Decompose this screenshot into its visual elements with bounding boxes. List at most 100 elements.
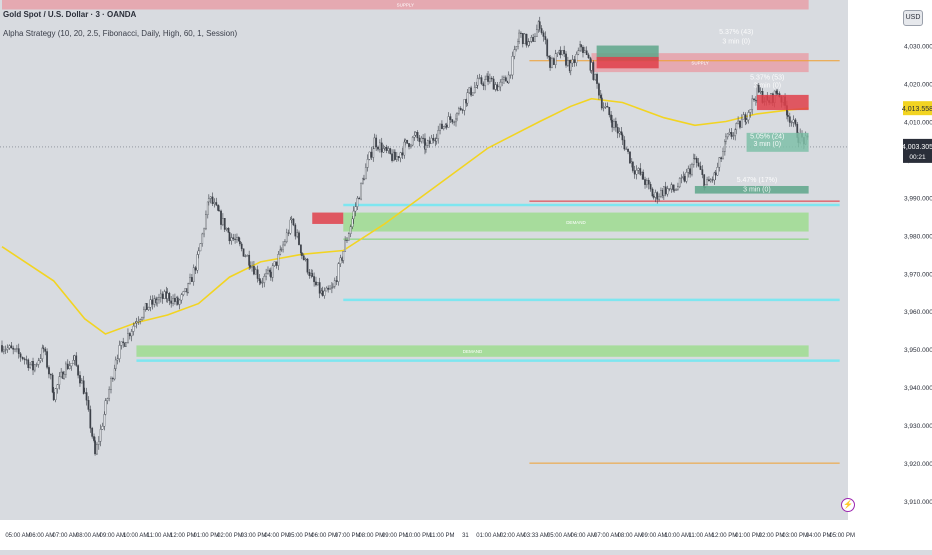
candle-body: [687, 168, 690, 173]
candle-body: [463, 99, 466, 111]
x-tick-label: 08:00 PM: [358, 533, 384, 539]
candle-body: [466, 92, 469, 104]
candle-body: [168, 292, 171, 302]
candle-body: [352, 210, 355, 220]
candle-body: [89, 409, 92, 429]
candle-body: [237, 237, 240, 242]
candle-body: [582, 46, 584, 53]
candle-body: [56, 384, 59, 389]
trade-label: 3 min (0): [743, 187, 771, 194]
candle-body: [453, 121, 456, 123]
trade-box: [596, 56, 659, 69]
plot-background[interactable]: [0, 0, 848, 520]
candle-body: [414, 132, 417, 136]
candle-body: [184, 288, 187, 292]
candle-body: [447, 116, 450, 128]
candle-body: [580, 44, 582, 48]
candle-body: [787, 114, 789, 117]
zone-label: SUPPLY: [397, 3, 414, 8]
x-tick-label: 06:00 AM: [571, 533, 596, 539]
candle-body: [711, 179, 714, 181]
candle-body: [551, 58, 553, 68]
candle-body: [116, 358, 119, 361]
candle-body: [108, 389, 111, 399]
candle-body: [594, 73, 597, 80]
candle-body: [437, 130, 440, 139]
lightning-icon[interactable]: ⚡: [841, 498, 855, 512]
candle-body: [270, 271, 272, 278]
candle-body: [456, 112, 458, 120]
candle-body: [635, 170, 638, 175]
candle-body: [156, 299, 158, 304]
candle-body: [472, 92, 474, 96]
candle-body: [571, 59, 574, 64]
candle-body: [267, 269, 269, 274]
candle-body: [404, 139, 407, 143]
trade-box: [694, 185, 809, 194]
candle-body: [394, 151, 396, 160]
candle-body: [46, 351, 48, 368]
candle-body: [672, 184, 675, 190]
candle-body: [413, 135, 416, 138]
candle-body: [706, 179, 708, 186]
candle-body: [16, 348, 18, 350]
ma-price-badge: [903, 101, 932, 116]
x-tick-label: 08:00 AM: [618, 533, 643, 539]
candle-body: [527, 41, 530, 46]
indicator-label[interactable]: Alpha Strategy (10, 20, 2.5, Fibonacci, …: [3, 29, 238, 38]
trade-label: 3 min (0): [722, 39, 750, 46]
candle-body: [122, 341, 125, 344]
candle-body: [190, 277, 193, 282]
candle-body: [489, 77, 491, 82]
candle-body: [292, 218, 295, 226]
candle-body: [620, 131, 623, 136]
candle-body: [565, 53, 567, 66]
candle-body: [206, 201, 209, 215]
candle-body: [172, 298, 174, 304]
candle-body: [614, 121, 617, 128]
candle-body: [494, 84, 497, 90]
candle-body: [509, 74, 512, 76]
candle-body: [87, 400, 90, 410]
candle-body: [673, 189, 676, 191]
candle-body: [268, 269, 271, 273]
candle-body: [435, 138, 438, 142]
candle-body: [333, 280, 336, 287]
candle-body: [285, 232, 288, 242]
candle-body: [406, 139, 409, 144]
x-tick-label: 05:00 AM: [547, 533, 572, 539]
candle-body: [606, 106, 609, 108]
candle-body: [27, 359, 30, 369]
candle-body: [311, 273, 314, 277]
candle-body: [364, 167, 367, 180]
x-tick-label: 09:00 AM: [641, 533, 666, 539]
price-axis[interactable]: [848, 0, 932, 550]
candle-body: [197, 250, 200, 255]
currency-button[interactable]: USD: [903, 10, 923, 26]
candle-body: [39, 358, 42, 361]
candle-body: [478, 77, 481, 79]
candle-body: [577, 50, 580, 55]
candle-body: [556, 52, 559, 54]
candle-body: [249, 265, 252, 268]
candle-body: [517, 41, 519, 47]
time-axis[interactable]: [0, 520, 848, 550]
candle-body: [561, 50, 564, 55]
candle-body: [209, 196, 212, 199]
candle-body: [21, 357, 24, 360]
candle-body: [734, 129, 737, 136]
candle-body: [428, 140, 431, 144]
y-tick-label: 3,920.000: [904, 461, 932, 468]
candle-body: [480, 77, 483, 84]
zone-label: DEMAND: [566, 220, 586, 225]
y-tick-label: 4,020.000: [904, 82, 932, 89]
candle-body: [664, 186, 667, 195]
x-tick-label: 10:00 AM: [665, 533, 690, 539]
candle-body: [354, 206, 357, 212]
candle-body: [94, 440, 96, 455]
candle-body: [213, 202, 216, 204]
candle-body: [261, 282, 264, 284]
candle-body: [37, 360, 40, 365]
